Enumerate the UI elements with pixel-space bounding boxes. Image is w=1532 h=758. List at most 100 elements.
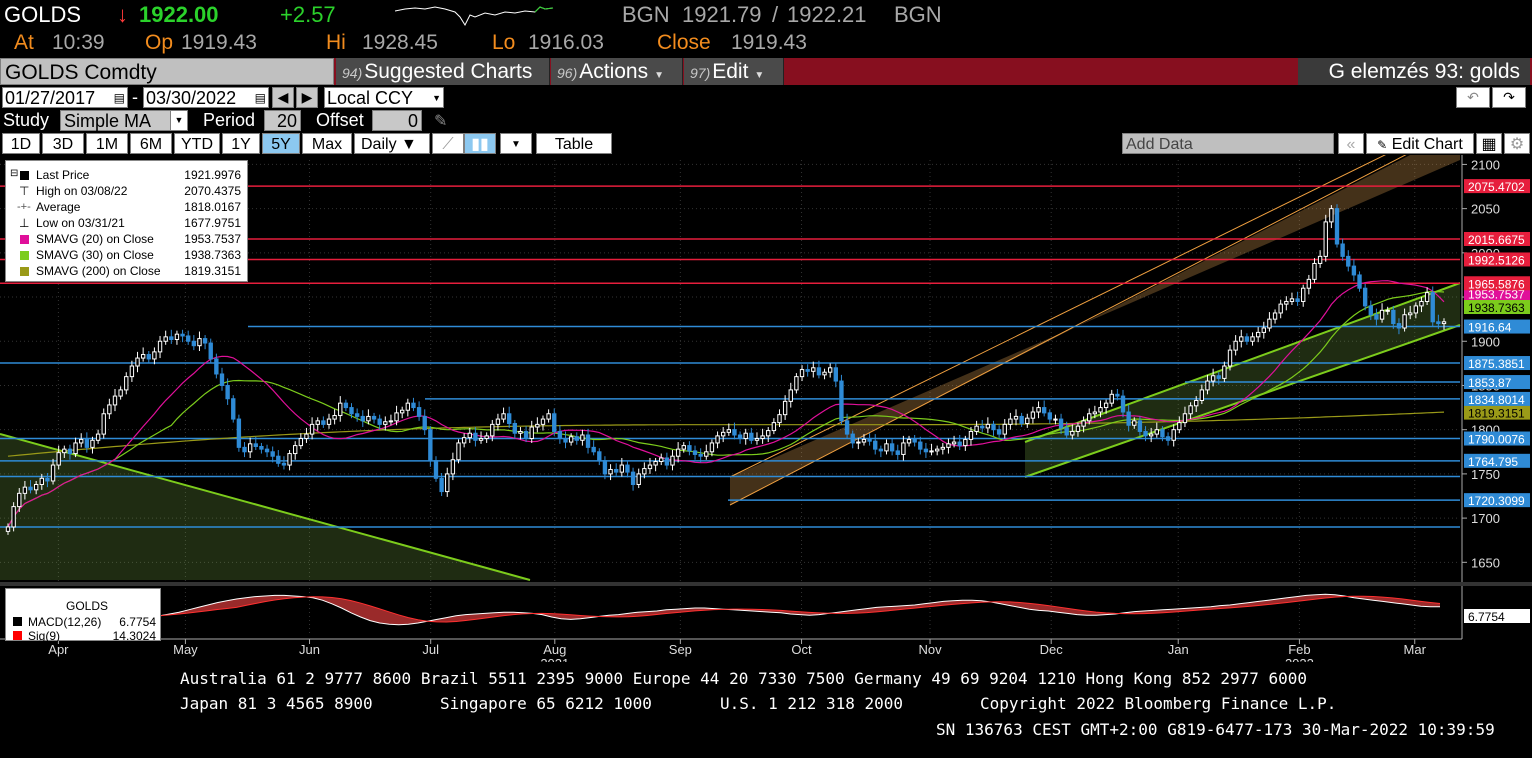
period-label: Period [203,110,256,130]
chart-type-caret-icon[interactable]: ▼ [500,133,532,154]
candle-body [1087,413,1092,422]
next-range-button[interactable]: ▶ [296,87,318,108]
calendar-icon[interactable]: ▤ [254,91,266,105]
collapse-icon[interactable]: « [1338,133,1364,154]
price-chart[interactable]: 1650170017501800185019001950200020502100… [0,155,1532,662]
low-value: 1916.03 [528,31,604,54]
security-field[interactable]: GOLDS Comdty [0,58,334,85]
candle-body [1413,305,1419,314]
candle-body [467,432,472,439]
candle-body [1132,420,1137,426]
collapse-icon[interactable]: ⊟ [10,168,19,179]
pane-divider [0,582,1532,586]
candle-body [293,445,298,455]
candle-body [856,441,861,444]
candle-body [186,335,191,342]
candle-body [1047,412,1052,420]
axis-tag-box [1464,375,1530,390]
x-tick-label: Jul [422,642,439,657]
period-button-6m[interactable]: 6M [130,133,172,154]
legend-row: MACD(12,26) 6.7754 [6,615,160,629]
period-button-ytd[interactable]: YTD [174,133,220,154]
offset-input[interactable]: 0 [372,110,422,131]
legend-name: SMAVG (200) on Close [36,264,161,278]
candle-body [371,415,377,420]
year-label: 2021 [540,656,569,662]
start-date-field[interactable]: 01/27/2017 ▤ [2,87,128,108]
redo-button[interactable]: ↷ [1492,87,1526,108]
legend-value: 2070.4375 [184,184,241,198]
candle-body [552,413,557,432]
period-button-max[interactable]: Max [302,133,352,154]
candle-body [1148,433,1154,437]
period-button-1d[interactable]: 1D [2,133,40,154]
calendar-icon[interactable]: ▤ [113,91,125,105]
candle-body [236,418,242,448]
table-button[interactable]: Table [536,133,612,154]
menu-label: Actions [579,60,649,83]
period-button-5y[interactable]: 5Y [262,133,300,154]
macd-value-label: 6.7754 [1468,610,1505,624]
candle-body [129,365,135,378]
study-label: Study [3,110,50,130]
candle-body [602,460,608,475]
offset-label: Offset [316,110,364,130]
candle-body [529,426,534,440]
axis-tag-box [1464,431,1530,446]
candle-body [732,429,737,436]
actions-menu[interactable]: 96)Actions ▼ [551,58,683,85]
end-date-field[interactable]: 03/30/2022 ▤ [143,87,269,108]
ticker: GOLDS [4,2,82,27]
x-tick-label: Dec [1040,642,1064,657]
gear-icon[interactable]: ⚙ [1504,133,1530,154]
candle-body [1115,393,1120,397]
candle-body [146,354,151,360]
period-button-1m[interactable]: 1M [86,133,128,154]
axis-tag-label: 1992.5126 [1468,253,1525,267]
add-data-input[interactable]: Add Data [1122,133,1334,154]
legend-value: 1953.7537 [184,232,241,246]
candle-body [653,461,658,466]
period-button-3d[interactable]: 3D [42,133,84,154]
suggested-charts-menu[interactable]: 94)Suggested Charts [336,58,550,85]
line-chart-icon[interactable]: ⟋ [432,133,464,154]
legend-swatch [20,267,29,276]
candle-body [56,452,61,466]
currency-select[interactable]: Local CCY ▼ [324,87,444,108]
candle-body [1036,407,1041,413]
edit-chart-button[interactable]: ✎ Edit Chart [1366,133,1474,154]
axis-tag-label: 1953.7537 [1468,288,1525,302]
period-button-1y[interactable]: 1Y [222,133,260,154]
green-channel-lower [1024,324,1461,478]
candle-body [1312,262,1317,280]
legend-row: -+- Average 1818.0167 [6,199,247,215]
candle-chart-icon[interactable]: ▮▮ [464,133,496,154]
candle-body [1261,327,1266,333]
frequency-select[interactable]: Daily ▼ [354,133,430,154]
candle-body [873,440,878,450]
candle-body [439,477,444,493]
legend-value: 6.7754 [119,615,156,629]
y-tick-label: 1700 [1471,511,1500,526]
pencil-icon[interactable]: ✎ [434,113,448,130]
legend-swatch [20,235,29,244]
candle-body [197,338,202,347]
candle-body [225,384,230,400]
function-toolbar: GOLDS Comdty 94)Suggested Charts 96)Acti… [0,58,1532,85]
candle-body [405,402,411,411]
edit-menu[interactable]: 97)Edit ▼ [684,58,784,85]
candle-body [1278,303,1283,314]
prev-range-button[interactable]: ◀ [272,87,294,108]
axis-tag-label: 1853.87 [1468,376,1512,390]
undo-button[interactable]: ↶ [1456,87,1490,108]
candle-body [985,423,991,429]
sma30-line [7,290,1445,528]
study-select[interactable]: Simple MA ▼ [60,110,188,131]
footer-copyright: Copyright 2022 Bloomberg Finance L.P. [980,694,1337,713]
chart-settings-icon[interactable]: ▦ [1476,133,1502,154]
candle-body [28,486,33,491]
menu-number: 96) [557,65,578,81]
candle-body [647,464,653,470]
period-input[interactable]: 20 [264,110,301,131]
